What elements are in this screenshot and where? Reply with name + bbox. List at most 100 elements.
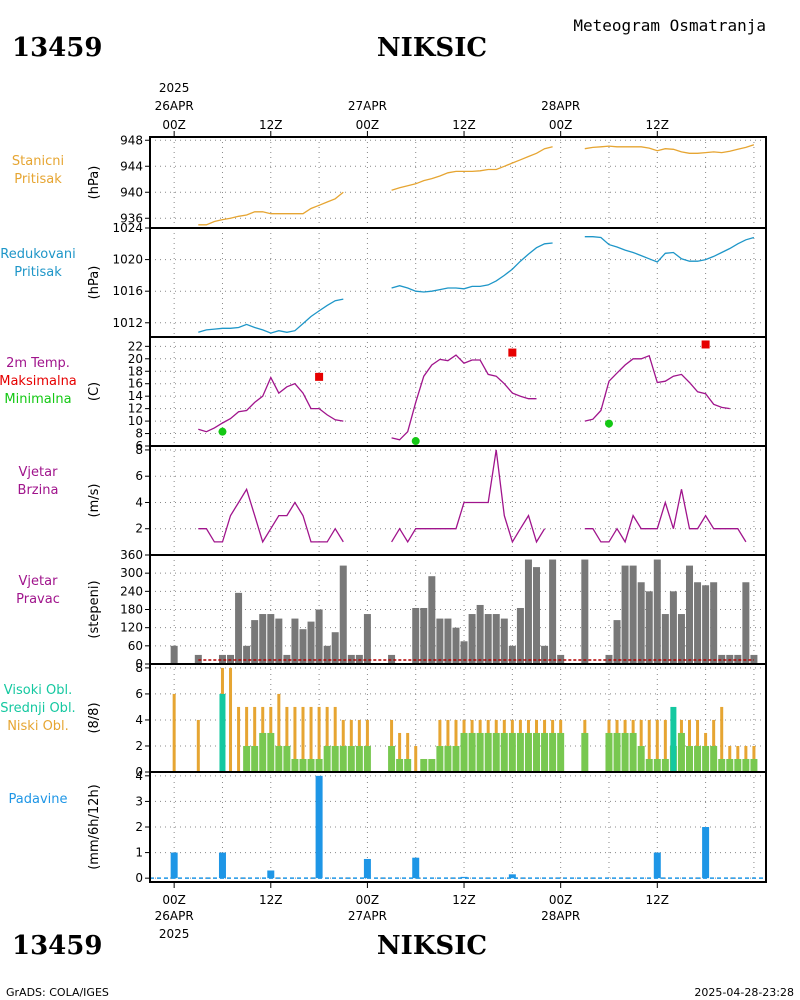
chart-title: Meteogram Osmatranja <box>573 16 766 35</box>
x-time-label: 00Z <box>356 893 380 907</box>
wind-direction-bar <box>267 614 275 664</box>
wind-direction-bar <box>299 629 307 664</box>
y-tick-label: 1024 <box>112 221 143 235</box>
panel-label: Niski Obl. <box>7 719 69 734</box>
x-time-label: 00Z <box>356 118 380 132</box>
wind-direction-bar <box>307 621 315 664</box>
wind-direction-bar <box>508 645 516 664</box>
cloud-low-bar <box>285 706 289 772</box>
wind-direction-bar <box>291 618 299 664</box>
cloud-mid-bar <box>524 732 532 772</box>
cloud-mid-bar <box>291 758 299 772</box>
precip-bar <box>508 874 516 879</box>
cloud-low-bar <box>317 706 321 772</box>
y-tick-label: 2 <box>135 522 143 536</box>
cloud-mid-bar <box>331 745 339 772</box>
y-tick-label: 300 <box>120 566 143 580</box>
cloud-mid-bar <box>355 745 363 772</box>
axis-unit-label: (mm/6h/12h) <box>87 784 102 870</box>
x-year-label: 2025 <box>159 81 190 95</box>
y-tick-label: 16 <box>128 377 143 391</box>
cloud-mid-bar <box>283 745 291 772</box>
wind-direction-bar <box>484 614 492 664</box>
station-id-bottom: 13459 <box>12 931 102 961</box>
y-tick-label: 180 <box>120 603 143 617</box>
cloud-low-bar <box>655 719 659 772</box>
y-tick-label: 944 <box>120 159 143 173</box>
wind-direction-bar <box>283 654 291 664</box>
y-tick-label: 360 <box>120 548 143 562</box>
wind_speed-panel: 2 4 6 8 Vjetar Brzina (m/s) <box>18 443 767 556</box>
cloud-mid-bar <box>468 732 476 772</box>
precip-bar <box>653 852 661 879</box>
y-tick-label: 12 <box>128 402 143 416</box>
reduced_pressure-panel: 1012 1016 1020 1024 Redukovani Pritisak (hPa) <box>0 221 767 338</box>
wind-direction-bar <box>533 567 541 664</box>
panel-label: Vjetar <box>19 574 59 589</box>
wind-direction-bar <box>363 614 371 664</box>
wind-direction-bar <box>243 645 251 664</box>
panel-label: Stanicni <box>12 154 64 169</box>
cloud-mid-bar <box>500 732 508 772</box>
wind-direction-bar <box>452 627 460 664</box>
panel-label: Brzina <box>18 483 59 498</box>
y-tick-label: 8 <box>135 427 143 441</box>
x-date-label: 26APR <box>155 99 194 113</box>
cloud-mid-bar <box>702 745 710 772</box>
panel-frame <box>149 336 767 447</box>
cloud-mid-bar <box>492 732 500 772</box>
temperature-series-line <box>198 375 344 433</box>
cloud-mid-bar <box>388 745 396 772</box>
tmin-marker <box>218 427 227 436</box>
y-tick-label: 1012 <box>112 316 143 330</box>
wind-direction-bar <box>694 582 702 664</box>
station_pressure-panel: 936 940 944 948 Stanicni Pritisak (hPa) <box>12 133 767 229</box>
cloud-mid-bar <box>267 732 275 772</box>
cloud-low-bar <box>172 693 176 772</box>
x-time-label: 00Z <box>162 893 186 907</box>
cloud-low-bar <box>414 745 418 772</box>
station_pressure-series-line <box>198 191 344 226</box>
cloud-mid-bar <box>653 758 661 772</box>
cloud-mid-bar <box>734 758 742 772</box>
cloud-mid-bar <box>259 732 267 772</box>
wind-direction-bar <box>339 565 347 664</box>
wind-direction-bar <box>170 645 178 664</box>
cloud-mid-bar <box>339 745 347 772</box>
cloud-mid-bar <box>444 745 452 772</box>
y-tick-label: 8 <box>135 443 143 457</box>
credit-text: GrADS: COLA/IGES <box>6 986 109 999</box>
cloud-mid-bar <box>661 758 669 772</box>
panel-label: Vjetar <box>19 465 59 480</box>
x-time-label: 12Z <box>452 118 476 132</box>
x-date-label: 28APR <box>541 99 580 113</box>
y-tick-label: 0 <box>135 871 143 885</box>
y-tick-label: 4 <box>135 769 143 783</box>
cloud-mid-bar <box>420 758 428 772</box>
x-year-label: 2025 <box>159 927 190 941</box>
cloud-mid-bar <box>742 758 750 772</box>
cloud-mid-bar <box>726 758 734 772</box>
reduced_pressure-series-line <box>584 236 755 263</box>
axis-unit-label: (C) <box>87 382 102 401</box>
wind-direction-bar <box>516 607 524 664</box>
wind_speed-series-line <box>584 489 747 544</box>
wind-direction-bar <box>388 654 396 664</box>
cloud-low-bar <box>720 706 724 772</box>
x-time-label: 12Z <box>646 893 670 907</box>
cloud-mid-bar <box>629 732 637 772</box>
temperature-series-line <box>584 354 730 422</box>
bottom-time-axis: 00Z 26APR 2025 12Z 00Z 27APR 12Z 00Z 28APR 12Z <box>155 882 669 941</box>
cloud-mid-bar <box>347 745 355 772</box>
reduced_pressure-series-line <box>391 242 553 293</box>
cloud-mid-bar <box>605 732 613 772</box>
precip-bar <box>315 775 323 879</box>
panel-frame <box>149 136 767 229</box>
y-tick-label: 4 <box>135 495 143 509</box>
x-time-label: 12Z <box>452 893 476 907</box>
wind-direction-bar <box>702 585 710 664</box>
y-tick-label: 20 <box>128 352 143 366</box>
panel-label: Pritisak <box>14 172 62 187</box>
wind-direction-bar <box>718 654 726 664</box>
cloud-low-bar <box>301 706 305 772</box>
